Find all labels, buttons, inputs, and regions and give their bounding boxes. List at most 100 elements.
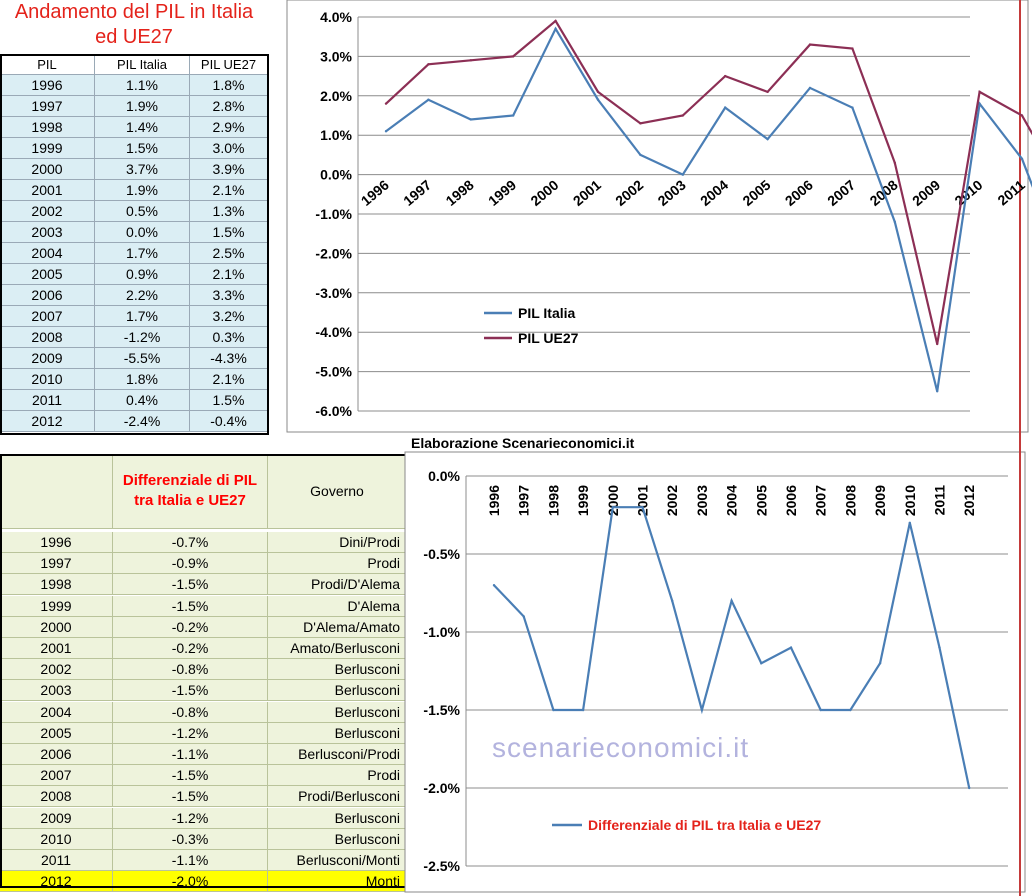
x-tick-label: 1996	[486, 485, 502, 516]
data-point	[639, 153, 642, 157]
y-tick-label: -2.5%	[423, 858, 460, 874]
x-tick-label: 1999	[575, 485, 591, 516]
x-tick-label: 2004	[724, 485, 740, 516]
data-point	[851, 106, 854, 109]
diff-table-cell: 1996	[0, 532, 113, 553]
data-point	[849, 708, 852, 712]
y-tick-label: 3.0%	[320, 48, 352, 64]
data-point	[469, 59, 472, 62]
table-row: 2002 -0.8% Berlusconi	[0, 659, 407, 681]
gdp-table-header-row: PIL PIL Italia PIL UE27	[0, 54, 268, 75]
diff-table-header-year	[0, 454, 113, 529]
legend-label: PIL Italia	[518, 305, 576, 321]
gdp-table-cell: 2012	[0, 411, 95, 432]
data-point	[554, 19, 557, 23]
diff-table-cell: -0.8%	[113, 701, 268, 723]
data-point	[1020, 157, 1024, 161]
x-tick-label: 2012	[961, 485, 977, 516]
gdp-table-cell: 2007	[0, 306, 95, 327]
data-point	[730, 599, 733, 602]
y-tick-label: 2.0%	[320, 88, 352, 104]
y-tick-label: -1.5%	[423, 702, 460, 718]
table-row: 1997 -0.9% Prodi	[0, 553, 407, 575]
y-tick-label: 4.0%	[320, 9, 352, 25]
watermark-text: scenarieconomici.it	[492, 732, 749, 763]
gdp-table-cell: -1.2%	[95, 327, 190, 348]
diff-table-cell: 2008	[0, 786, 113, 808]
x-tick-label: 2011	[932, 485, 948, 516]
diff-table-cell: 2011	[0, 850, 113, 871]
gdp-table-cell: 1996	[0, 75, 95, 96]
diff-table-cell: 2005	[0, 722, 113, 744]
gdp-table-cell: 1999	[0, 138, 95, 159]
gdp-table-cell: 2008	[0, 327, 95, 348]
diff-table-cell: 1997	[0, 553, 113, 575]
y-tick-label: -1.0%	[423, 624, 460, 640]
table-row: 2006 2.2% 3.3%	[0, 285, 268, 306]
data-point	[760, 662, 763, 665]
gdp-table-cell: 1.7%	[95, 306, 190, 327]
table-row: 2008 -1.2% 0.3%	[0, 327, 268, 348]
credit-text: Elaborazione Scenarieconomici.it	[411, 435, 635, 451]
gdp-table-cell: 1.1%	[95, 75, 190, 96]
data-point	[427, 63, 430, 66]
diff-table-cell: 2007	[0, 765, 113, 787]
table-row: 2009 -5.5% -4.3%	[0, 348, 268, 369]
data-point	[522, 615, 525, 618]
data-point	[808, 86, 812, 90]
diff-table-cell: 2001	[0, 638, 113, 659]
gdp-table-cell: 1.9%	[95, 96, 190, 117]
data-point	[554, 27, 557, 31]
gdp-table-cell: 2001	[0, 180, 95, 201]
x-tick-label: 1997	[516, 485, 532, 516]
data-point	[512, 55, 515, 58]
gdp-table-cell: 2011	[0, 390, 95, 411]
data-point	[581, 708, 585, 712]
diff-table-cell: -1.5%	[113, 680, 268, 702]
table-row: 2006 -1.1% Berlusconi/Prodi	[0, 744, 407, 765]
table-row: 1997 1.9% 2.8%	[0, 96, 268, 117]
diff-table-cell: 2010	[0, 828, 113, 850]
data-point	[851, 47, 854, 50]
diff-table-cell: 1999	[0, 595, 113, 617]
x-tick-label: 2003	[694, 485, 710, 516]
gdp-table-cell: -5.5%	[95, 348, 190, 369]
data-point	[611, 506, 614, 509]
gdp-table-cell: 0.4%	[95, 390, 190, 411]
diff-table-cell: 2000	[0, 616, 113, 638]
gdp-table-cell: 1.8%	[95, 369, 190, 390]
gdp-table-cell: 1.7%	[95, 243, 190, 264]
table-row: 2012 -2.4% -0.4%	[0, 411, 268, 432]
gdp-table-cell: 1998	[0, 117, 95, 138]
table-row: 2001 -0.2% Amato/Berlusconi	[0, 638, 407, 659]
diff-table-cell: -1.1%	[113, 850, 268, 871]
data-point	[936, 342, 939, 346]
table-row: 2009 -1.2% Berlusconi	[0, 807, 407, 829]
y-tick-label: -5.0%	[315, 364, 352, 380]
gdp-table-cell: 3.7%	[95, 159, 190, 180]
table-row: 2002 0.5% 1.3%	[0, 201, 268, 222]
data-point	[893, 220, 896, 224]
table-row: 1996 -0.7% Dini/Prodi	[0, 532, 407, 553]
table-row: 2007 1.7% 3.2%	[0, 306, 268, 327]
table-row: 2004 -0.8% Berlusconi	[0, 701, 407, 723]
diff-table-cell: 2006	[0, 744, 113, 765]
x-tick-label: 2007	[813, 485, 829, 516]
table-row: 2010 -0.3% Berlusconi	[0, 828, 407, 850]
gdp-table-cell: 1.5%	[95, 138, 190, 159]
diff-table-cell: -1.5%	[113, 765, 268, 787]
data-point	[671, 599, 674, 602]
diff-chart: 0.0% -0.5% -1.0% -1.5% -2.0% -2.5% 1996 1997 199…	[423, 468, 1008, 874]
gdp-table-cell: 2.2%	[95, 285, 190, 306]
x-tick-label: 2009	[872, 485, 888, 516]
diff-table-cell: -1.2%	[113, 807, 268, 829]
gdp-table-cell: 2003	[0, 222, 95, 243]
data-point	[512, 114, 515, 117]
y-tick-label: -3.0%	[315, 285, 352, 301]
data-point	[819, 708, 822, 712]
gdp-table-title-line2: ed UE27	[95, 26, 173, 48]
legend-label: PIL UE27	[518, 330, 579, 346]
data-point	[978, 102, 981, 105]
gdp-table-cell: 1.9%	[95, 180, 190, 201]
